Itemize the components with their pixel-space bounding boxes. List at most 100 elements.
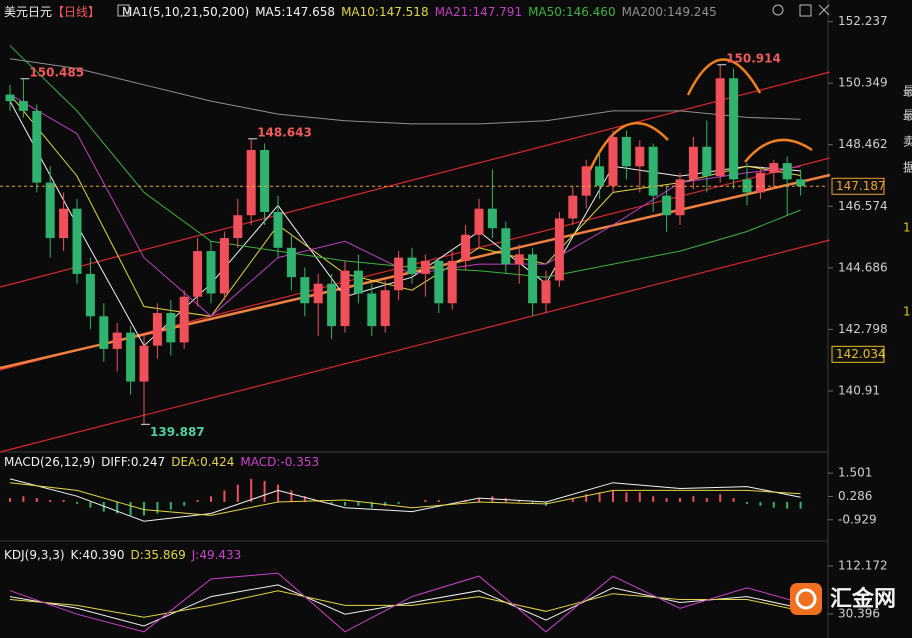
candle-body [715,78,725,177]
extreme-label: 150.485 [29,65,84,79]
side-text: 最 [903,109,912,123]
legend-item: MA50:146.460 [528,5,616,19]
icon[interactable] [799,4,812,17]
legend: MACD(26,12,9) DIFF:0.247 DEA:0.424 MACD:-0.… [4,455,319,469]
candle-body [796,179,806,187]
candle-body [260,150,270,212]
candle-body [32,110,42,183]
price-box [831,177,885,195]
y-tick-label: 152.237 [838,14,888,28]
instrument: 美元日元 [4,5,52,19]
logo-icon [795,588,817,610]
indicator: MA1(5,10,21,50,200) [122,5,249,19]
side-text: 1 [903,221,911,235]
candle-body [528,254,538,304]
legend: KDJ(9,3,3) K:40.390 D:35.869 J:49.433 [4,548,241,562]
icon[interactable] [117,4,130,17]
legend-item: DEA:0.424 [171,455,234,469]
candle-body [59,208,69,239]
icon[interactable] [818,4,830,16]
legend-item: MACD:-0.353 [240,455,319,469]
y-tick-label: 1.501 [838,466,872,480]
candle-body [286,247,296,278]
logo-text: 汇金网 [830,586,896,612]
candle-body [313,283,323,304]
y-tick-label: 148.462 [838,137,888,151]
y-tick-label: 30.396 [838,606,880,620]
candle-body [621,136,631,167]
candle-body [139,345,149,382]
candle-body [219,238,229,294]
candle-body [769,163,779,173]
period: 【日线】 [52,5,100,19]
candle-body [461,234,471,261]
candle-body [635,146,645,167]
candle-body [581,166,591,196]
candle-body [18,101,28,111]
legend-item: MA5:147.658 [255,5,335,19]
legend-item: K:40.390 [71,548,125,562]
candle-body [85,273,95,317]
indicator-line [9,482,801,516]
extreme-label: 150.914 [726,51,781,65]
y-tick-label: 112.172 [838,558,888,572]
candle-body [179,296,189,343]
y-tick-label: 142.798 [838,322,888,336]
side-text: 1 [903,305,911,319]
channel-line [0,71,831,288]
candle-body [166,313,176,343]
icon[interactable] [772,4,784,16]
candle-body [514,254,524,265]
indicator: KDJ(9,3,3) [4,548,65,562]
legend-item: J:49.433 [191,548,242,562]
candle-body [541,280,551,304]
y-tick-label: 140.91 [838,383,880,397]
price-label: 142.034 [836,347,886,361]
candle-body [434,260,444,304]
candle-body [474,208,484,235]
candle-body [126,332,136,382]
indicator-line [9,572,801,633]
channel-line [0,239,831,453]
logo-icon [790,583,822,615]
legend-item: MA10:147.518 [341,5,429,19]
candle-body [394,257,404,291]
candle-body [447,260,457,304]
candle-body [99,316,109,349]
candle-body [662,195,672,216]
shoulder-arc [744,138,813,163]
y-tick-label: 150.349 [838,76,888,90]
candle-body [340,270,350,327]
side-text: 据 [903,161,912,175]
candle-body [407,257,417,274]
candle-body [246,150,256,216]
legend-item: DIFF:0.247 [101,455,165,469]
price-box [831,345,885,363]
candle-body [568,195,578,219]
side-text: 最 [903,85,912,99]
legend-item: MA200:149.245 [622,5,717,19]
candle-body [380,290,390,327]
candle-body [487,208,497,229]
indicator: MACD(26,12,9) [4,455,95,469]
y-tick-label: 144.686 [838,260,888,274]
candle-body [273,211,283,248]
candle-body [233,215,243,239]
candle-body [367,293,377,327]
candle-body [648,146,658,196]
candle-body [5,94,15,102]
legend-item: MA21:147.791 [435,5,523,19]
shoulder-arc [588,122,669,171]
candle-body [675,179,685,216]
extreme-label: 139.887 [150,425,205,439]
head-arc [686,58,762,96]
candle-body [608,136,618,186]
y-tick-label: -0.929 [838,512,877,526]
candle-body [688,146,698,180]
price-label: 147.187 [836,179,886,193]
candle-body [554,218,564,281]
y-tick-label: 146.574 [838,199,888,213]
legend-item: D:35.869 [130,548,185,562]
candle-body [193,251,203,297]
